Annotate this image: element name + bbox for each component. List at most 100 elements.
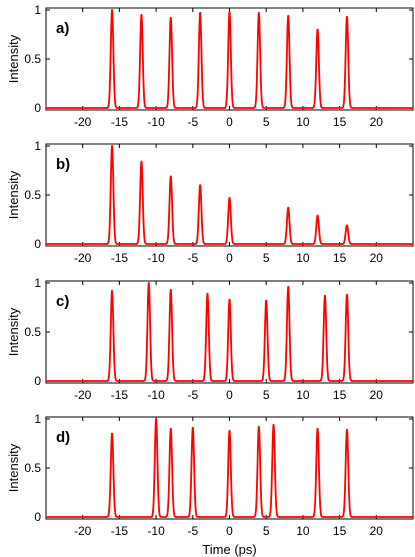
panel-a: -20 -15 -10 -5 0 5 10 15 20 0 0.5 1 Intensity a): [6, 3, 414, 129]
x-tick-label: -10: [147, 388, 165, 402]
pulse-peak: [111, 9, 113, 11]
y-tick-label: 1: [34, 139, 41, 153]
x-tick-label: -10: [147, 115, 165, 129]
pulse-peak: [287, 286, 290, 288]
y-tick-label: 1: [34, 276, 41, 290]
x-tick-label: 20: [370, 115, 384, 129]
y-tick-label: 0: [34, 510, 41, 524]
intensity-trace: [45, 282, 414, 382]
pulse-peak: [287, 14, 290, 17]
panel-label: c): [56, 293, 69, 310]
pulse-peak: [346, 428, 348, 431]
y-axis-label: Intensity: [6, 443, 21, 492]
x-tick-label: 0: [226, 524, 233, 538]
x-tick-label: 10: [296, 251, 310, 265]
x-tick-label: 15: [333, 388, 347, 402]
x-tick-label: -5: [187, 115, 198, 129]
x-tick-label: 15: [333, 524, 347, 538]
pulse-peak: [140, 14, 143, 16]
x-tick-label: -20: [74, 251, 92, 265]
x-tick-label: -15: [111, 524, 129, 538]
pulse-peak: [155, 418, 158, 420]
panel-d: -20 -15 -10 -5 0 5 10 15 20 0 0.5 1 Intensity d) Time …: [6, 412, 414, 557]
intensity-trace: [45, 9, 414, 109]
x-tick-label: 5: [263, 115, 270, 129]
pulse-peak: [169, 427, 172, 430]
pulse-peak: [257, 12, 260, 14]
y-tick-label: 0: [34, 374, 41, 388]
axes-frame: [45, 143, 414, 247]
x-tick-label: -10: [147, 524, 165, 538]
panel-label: a): [56, 20, 69, 37]
pulse-peak: [111, 432, 113, 435]
x-tick-label: 10: [296, 524, 310, 538]
y-tick-label: 0.5: [24, 188, 41, 202]
panel-c: -20 -15 -10 -5 0 5 10 15 20 0 0.5 1 Intensity c): [6, 276, 414, 402]
pulse-peak: [140, 160, 143, 163]
y-tick-label: 1: [34, 3, 41, 17]
x-tick-label: 20: [370, 251, 384, 265]
pulse-peak: [316, 214, 319, 217]
pulse-peak: [346, 224, 348, 227]
y-tick-label: 1: [34, 412, 41, 426]
pulse-peak: [228, 298, 231, 301]
x-tick-label: -15: [111, 251, 129, 265]
x-tick-label: -5: [187, 251, 198, 265]
x-tick-label: 0: [226, 115, 233, 129]
x-tick-label: -20: [74, 524, 92, 538]
pulse-peak: [169, 16, 172, 19]
panel-label: b): [56, 156, 70, 173]
pulse-peak: [324, 294, 326, 297]
x-tick-label: 15: [333, 115, 347, 129]
panel-label: d): [56, 429, 70, 446]
pulse-peak: [228, 11, 231, 13]
x-tick-label: -20: [74, 115, 92, 129]
pulse-peak: [228, 197, 231, 199]
pulse-peak: [272, 423, 275, 426]
pulse-peak: [147, 282, 150, 284]
x-tick-label: 5: [263, 524, 270, 538]
pulse-peak: [111, 145, 113, 147]
x-tick-label: 5: [263, 388, 270, 402]
x-tick-label: -5: [187, 524, 198, 538]
pulse-peak: [346, 293, 348, 296]
panel-b: -20 -15 -10 -5 0 5 10 15 20 0 0.5 1 Intensity b): [6, 139, 414, 265]
pulse-peak: [316, 28, 319, 31]
intensity-trace: [45, 418, 414, 518]
x-tick-label: 5: [263, 251, 270, 265]
x-tick-label: 20: [370, 524, 384, 538]
x-tick-label: -5: [187, 388, 198, 402]
x-axis-label: Time (ps): [202, 542, 256, 557]
x-tick-label: 0: [226, 251, 233, 265]
pulse-peak: [346, 15, 348, 18]
pulse-peak: [111, 289, 113, 292]
intensity-trace: [45, 145, 414, 245]
pulse-peak: [169, 288, 172, 291]
pulse-peak: [199, 184, 202, 187]
axes-frame: [45, 280, 414, 384]
pulse-peak: [257, 425, 260, 428]
pulse-peak: [228, 429, 231, 432]
x-tick-label: 15: [333, 251, 347, 265]
y-axis-label: Intensity: [6, 170, 21, 219]
y-axis-label: Intensity: [6, 307, 21, 356]
x-tick-label: 10: [296, 115, 310, 129]
x-tick-label: -15: [111, 388, 129, 402]
pulse-peak: [316, 427, 319, 430]
pulse-peak: [191, 426, 194, 429]
x-tick-label: -10: [147, 251, 165, 265]
x-tick-label: 20: [370, 388, 384, 402]
pulse-peak: [287, 206, 290, 209]
y-tick-label: 0.5: [24, 325, 41, 339]
pulse-peak: [199, 12, 202, 14]
x-tick-label: -15: [111, 115, 129, 129]
x-tick-label: -20: [74, 388, 92, 402]
y-axis-label: Intensity: [6, 34, 21, 83]
pulse-peak: [169, 175, 172, 178]
pulse-peak: [206, 292, 209, 295]
x-tick-label: 10: [296, 388, 310, 402]
y-tick-label: 0.5: [24, 52, 41, 66]
y-tick-label: 0: [34, 101, 41, 115]
pulse-peak: [265, 299, 268, 302]
